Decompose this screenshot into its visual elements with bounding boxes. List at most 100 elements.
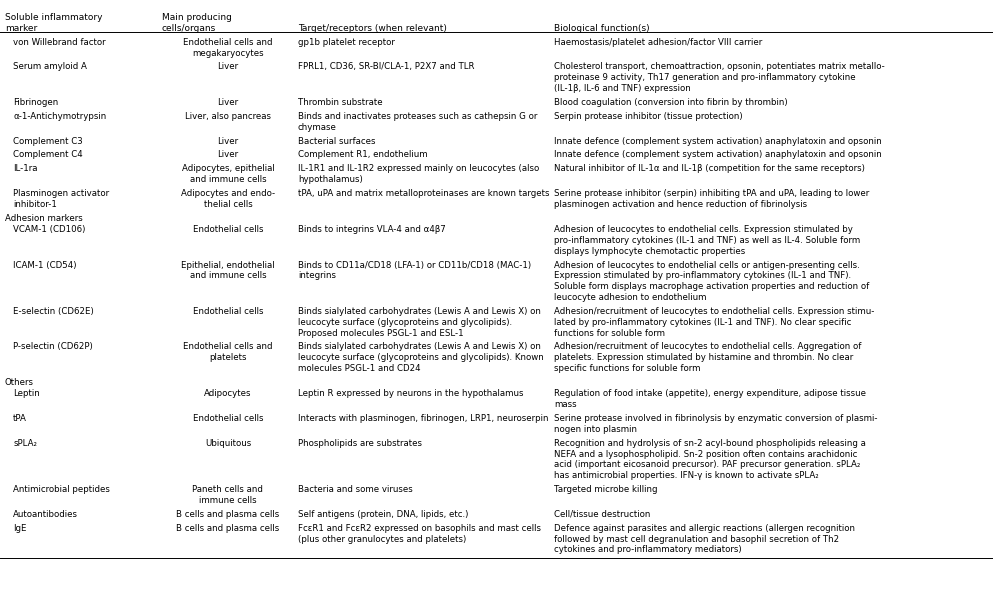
Text: Soluble inflammatory: Soluble inflammatory [5,13,102,22]
Text: Recognition and hydrolysis of sn-2 acyl-bound phospholipids releasing a: Recognition and hydrolysis of sn-2 acyl-… [554,439,866,448]
Text: leucocyte surface (glycoproteins and glycolipids).: leucocyte surface (glycoproteins and gly… [298,318,512,327]
Text: platelets: platelets [210,353,246,362]
Text: Binds to integrins VLA-4 and α4β7: Binds to integrins VLA-4 and α4β7 [298,225,446,234]
Text: von Willebrand factor: von Willebrand factor [13,38,106,47]
Text: Antimicrobial peptides: Antimicrobial peptides [13,485,110,494]
Text: Interacts with plasminogen, fibrinogen, LRP1, neuroserpin: Interacts with plasminogen, fibrinogen, … [298,414,548,423]
Text: Adhesion/recruitment of leucocytes to endothelial cells. Expression stimu-: Adhesion/recruitment of leucocytes to en… [554,307,875,316]
Text: Endothelial cells: Endothelial cells [193,414,263,423]
Text: sPLA₂: sPLA₂ [13,439,38,448]
Text: Adipocytes, epithelial: Adipocytes, epithelial [182,164,274,173]
Text: Soluble form displays macrophage activation properties and reduction of: Soluble form displays macrophage activat… [554,282,869,291]
Text: Bacterial surfaces: Bacterial surfaces [298,137,375,146]
Text: Defence against parasites and allergic reactions (allergen recognition: Defence against parasites and allergic r… [554,524,855,533]
Text: Others: Others [5,378,34,387]
Text: plasminogen activation and hence reduction of fibrinolysis: plasminogen activation and hence reducti… [554,200,807,209]
Text: Complement C3: Complement C3 [13,137,83,146]
Text: Endothelial cells: Endothelial cells [193,225,263,234]
Text: Binds and inactivates proteases such as cathepsin G or: Binds and inactivates proteases such as … [298,112,537,121]
Text: Targeted microbe killing: Targeted microbe killing [554,485,657,494]
Text: Expression stimulated by pro-inflammatory cytokines (IL-1 and TNF).: Expression stimulated by pro-inflammator… [554,271,851,280]
Text: has antimicrobial properties. IFN-γ is known to activate sPLA₂: has antimicrobial properties. IFN-γ is k… [554,471,819,480]
Text: Ubiquitous: Ubiquitous [205,439,251,448]
Text: α-1-Antichymotrypsin: α-1-Antichymotrypsin [13,112,106,121]
Text: B cells and plasma cells: B cells and plasma cells [177,510,279,519]
Text: IL-1ra: IL-1ra [13,164,38,173]
Text: ICAM-1 (CD54): ICAM-1 (CD54) [13,260,76,270]
Text: Main producing: Main producing [162,13,231,22]
Text: nogen into plasmin: nogen into plasmin [554,425,638,434]
Text: megakaryocytes: megakaryocytes [192,49,264,58]
Text: Cell/tissue destruction: Cell/tissue destruction [554,510,650,519]
Text: B cells and plasma cells: B cells and plasma cells [177,524,279,533]
Text: Target/receptors (when relevant): Target/receptors (when relevant) [298,24,447,33]
Text: integrins: integrins [298,271,336,280]
Text: Bacteria and some viruses: Bacteria and some viruses [298,485,413,494]
Text: functions for soluble form: functions for soluble form [554,328,665,337]
Text: Endothelial cells: Endothelial cells [193,307,263,316]
Text: pro-inflammatory cytokines (IL-1 and TNF) as well as IL-4. Soluble form: pro-inflammatory cytokines (IL-1 and TNF… [554,236,860,245]
Text: Liver: Liver [217,98,238,107]
Text: platelets. Expression stimulated by histamine and thrombin. No clear: platelets. Expression stimulated by hist… [554,353,853,362]
Text: Self antigens (protein, DNA, lipids, etc.): Self antigens (protein, DNA, lipids, etc… [298,510,469,519]
Text: proteinase 9 activity, Th17 generation and pro-inflammatory cytokine: proteinase 9 activity, Th17 generation a… [554,73,856,83]
Text: gp1b platelet receptor: gp1b platelet receptor [298,38,395,47]
Text: marker: marker [5,24,37,33]
Text: Adhesion of leucocytes to endothelial cells or antigen-presenting cells.: Adhesion of leucocytes to endothelial ce… [554,260,860,270]
Text: NEFA and a lysophospholipid. Sn-2 position often contains arachidonic: NEFA and a lysophospholipid. Sn-2 positi… [554,450,858,459]
Text: Adhesion markers: Adhesion markers [5,214,82,223]
Text: Biological function(s): Biological function(s) [554,24,649,33]
Text: Thrombin substrate: Thrombin substrate [298,98,382,107]
Text: immune cells: immune cells [199,496,257,505]
Text: and immune cells: and immune cells [190,175,266,184]
Text: Binds sialylated carbohydrates (Lewis A and Lewis X) on: Binds sialylated carbohydrates (Lewis A … [298,342,541,351]
Text: Leptin R expressed by neurons in the hypothalamus: Leptin R expressed by neurons in the hyp… [298,389,523,398]
Text: Liver: Liver [217,63,238,72]
Text: inhibitor-1: inhibitor-1 [13,200,58,209]
Text: Paneth cells and: Paneth cells and [193,485,263,494]
Text: Innate defence (complement system activation) anaphylatoxin and opsonin: Innate defence (complement system activa… [554,151,882,160]
Text: Complement R1, endothelium: Complement R1, endothelium [298,151,428,160]
Text: Liver: Liver [217,151,238,160]
Text: FcεR1 and FcεR2 expressed on basophils and mast cells: FcεR1 and FcεR2 expressed on basophils a… [298,524,541,533]
Text: Liver, also pancreas: Liver, also pancreas [185,112,271,121]
Text: E-selectin (CD62E): E-selectin (CD62E) [13,307,94,316]
Text: Innate defence (complement system activation) anaphylatoxin and opsonin: Innate defence (complement system activa… [554,137,882,146]
Text: Regulation of food intake (appetite), energy expenditure, adipose tissue: Regulation of food intake (appetite), en… [554,389,866,398]
Text: Binds to CD11a/CD18 (LFA-1) or CD11b/CD18 (MAC-1): Binds to CD11a/CD18 (LFA-1) or CD11b/CD1… [298,260,531,270]
Text: thelial cells: thelial cells [204,200,252,209]
Text: chymase: chymase [298,123,337,132]
Text: Serpin protease inhibitor (tissue protection): Serpin protease inhibitor (tissue protec… [554,112,743,121]
Text: displays lymphocyte chemotactic properties: displays lymphocyte chemotactic properti… [554,246,746,256]
Text: hypothalamus): hypothalamus) [298,175,362,184]
Text: Adipocytes: Adipocytes [205,389,251,398]
Text: Cholesterol transport, chemoattraction, opsonin, potentiates matrix metallo-: Cholesterol transport, chemoattraction, … [554,63,885,72]
Text: cells/organs: cells/organs [162,24,216,33]
Text: IL-1R1 and IL-1R2 expressed mainly on leucocytes (also: IL-1R1 and IL-1R2 expressed mainly on le… [298,164,539,173]
Text: leucocyte surface (glycoproteins and glycolipids). Known: leucocyte surface (glycoproteins and gly… [298,353,543,362]
Text: FPRL1, CD36, SR-BI/CLA-1, P2X7 and TLR: FPRL1, CD36, SR-BI/CLA-1, P2X7 and TLR [298,63,475,72]
Text: P-selectin (CD62P): P-selectin (CD62P) [13,342,93,351]
Text: IgE: IgE [13,524,27,533]
Text: Serum amyloid A: Serum amyloid A [13,63,87,72]
Text: tPA, uPA and matrix metalloproteinases are known targets: tPA, uPA and matrix metalloproteinases a… [298,189,549,198]
Text: Phospholipids are substrates: Phospholipids are substrates [298,439,422,448]
Text: (IL-1β, IL-6 and TNF) expression: (IL-1β, IL-6 and TNF) expression [554,84,691,93]
Text: Natural inhibitor of IL-1α and IL-1β (competition for the same receptors): Natural inhibitor of IL-1α and IL-1β (co… [554,164,865,173]
Text: cytokines and pro-inflammatory mediators): cytokines and pro-inflammatory mediators… [554,545,742,554]
Text: leucocyte adhesion to endothelium: leucocyte adhesion to endothelium [554,293,707,302]
Text: lated by pro-inflammatory cytokines (IL-1 and TNF). No clear specific: lated by pro-inflammatory cytokines (IL-… [554,318,851,327]
Text: Haemostasis/platelet adhesion/factor VIII carrier: Haemostasis/platelet adhesion/factor VII… [554,38,763,47]
Text: Endothelial cells and: Endothelial cells and [183,342,273,351]
Text: (plus other granulocytes and platelets): (plus other granulocytes and platelets) [298,535,466,543]
Text: Epithelial, endothelial: Epithelial, endothelial [181,260,275,270]
Text: Proposed molecules PSGL-1 and ESL-1: Proposed molecules PSGL-1 and ESL-1 [298,328,464,337]
Text: Serine protease inhibitor (serpin) inhibiting tPA and uPA, leading to lower: Serine protease inhibitor (serpin) inhib… [554,189,869,198]
Text: acid (important eicosanoid precursor). PAF precursor generation. sPLA₂: acid (important eicosanoid precursor). P… [554,461,861,469]
Text: Serine protease involved in fibrinolysis by enzymatic conversion of plasmi-: Serine protease involved in fibrinolysis… [554,414,878,423]
Text: molecules PSGL-1 and CD24: molecules PSGL-1 and CD24 [298,364,420,373]
Text: Binds sialylated carbohydrates (Lewis A and Lewis X) on: Binds sialylated carbohydrates (Lewis A … [298,307,541,316]
Text: Adipocytes and endo-: Adipocytes and endo- [181,189,275,198]
Text: Adhesion of leucocytes to endothelial cells. Expression stimulated by: Adhesion of leucocytes to endothelial ce… [554,225,853,234]
Text: followed by mast cell degranulation and basophil secretion of Th2: followed by mast cell degranulation and … [554,535,839,543]
